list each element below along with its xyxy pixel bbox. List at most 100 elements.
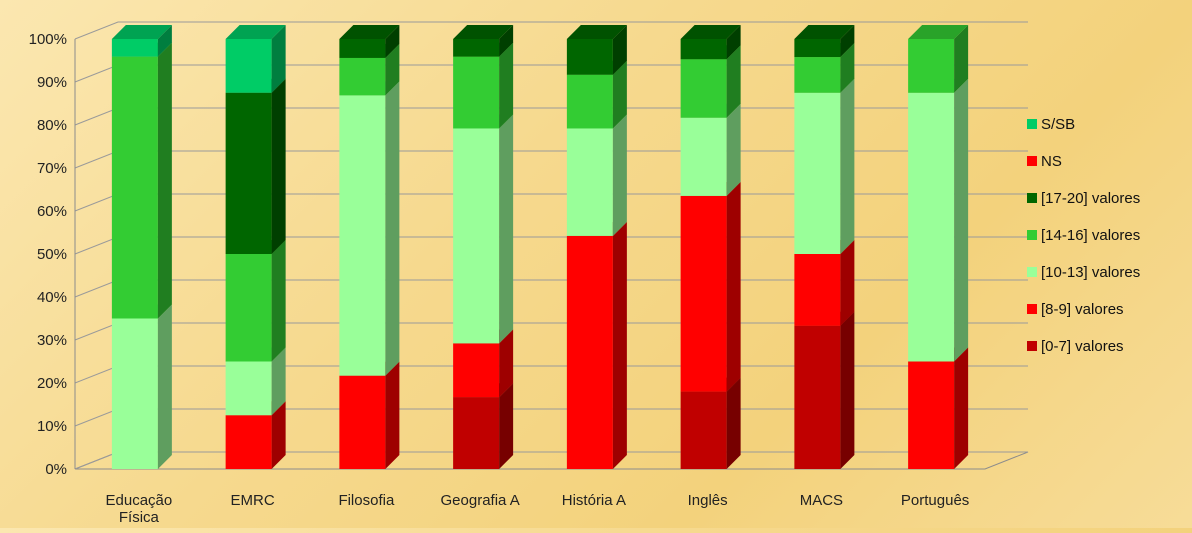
y-tick-label: 40% — [37, 289, 67, 306]
bar-segment — [339, 57, 386, 96]
bar-segment-side — [157, 42, 172, 319]
bar-segment — [566, 235, 613, 469]
bar-segment — [111, 318, 158, 469]
bar-segment — [680, 59, 727, 118]
gridline — [74, 107, 1028, 126]
bar-segment — [566, 128, 613, 236]
bar-segment-side — [840, 240, 855, 326]
bar-segment — [225, 39, 272, 93]
bar-segment-side — [840, 78, 855, 254]
bar-segment-side — [954, 25, 969, 93]
y-tick-label: 70% — [37, 160, 67, 177]
x-tick-label: EMRC — [231, 492, 275, 509]
bar-segment-side — [726, 377, 741, 469]
bar-segment-top — [453, 25, 514, 39]
y-tick-label: 100% — [29, 31, 67, 48]
legend-swatch — [1027, 119, 1037, 129]
gridline — [74, 64, 1028, 83]
bar-segment-side — [499, 329, 514, 398]
y-tick-label: 50% — [37, 246, 67, 263]
y-tick-label: 0% — [45, 461, 67, 478]
bar-segment-side — [954, 78, 969, 362]
bar-segment-side — [271, 25, 286, 93]
bar-segment — [908, 39, 955, 93]
bar-segment-side — [726, 181, 741, 392]
bar-segment-side — [385, 81, 400, 376]
bar-segment-top — [225, 25, 286, 39]
bar-segment — [339, 375, 386, 469]
bar-segment — [111, 56, 158, 319]
x-tick-label: Educação Física — [106, 492, 173, 526]
bar-segment-top — [566, 25, 627, 39]
bar-segment — [225, 254, 272, 362]
bar-segment — [225, 415, 272, 469]
bar-segment-side — [612, 221, 627, 469]
bar-segment-top — [111, 25, 172, 39]
bar-segment — [908, 92, 955, 362]
bar-segment-side — [612, 60, 627, 129]
y-tick-label: 80% — [37, 117, 67, 134]
gridline — [74, 451, 1028, 470]
x-tick-label: História A — [562, 492, 626, 509]
bar-segment-side — [499, 42, 514, 129]
bar-segment-side — [157, 25, 172, 57]
bar-segment — [680, 39, 727, 60]
bar-segment-side — [612, 25, 627, 75]
x-tick-label: Inglês — [688, 492, 728, 509]
bar-segment — [680, 195, 727, 392]
legend-swatch — [1027, 230, 1037, 240]
legend-swatch — [1027, 341, 1037, 351]
bar-segment-top — [908, 25, 969, 39]
gridline — [74, 21, 1028, 40]
y-tick-label: 10% — [37, 418, 67, 435]
legend-label: [14-16] valores — [1041, 227, 1140, 244]
gridline — [74, 322, 1028, 341]
bar-segment — [453, 397, 500, 469]
bar-segment-side — [726, 45, 741, 118]
bar-segment — [339, 95, 386, 376]
bar-segment-top — [339, 25, 400, 39]
bar-segment-side — [157, 304, 172, 469]
bar-segment — [908, 361, 955, 469]
bar-segment — [566, 39, 613, 75]
bar-segment-side — [271, 401, 286, 469]
y-tick-label: 90% — [37, 74, 67, 91]
bar-segment — [680, 391, 727, 469]
x-tick-label: Filosofia — [338, 492, 395, 509]
legend-label: NS — [1041, 153, 1062, 170]
bar-segment-side — [271, 240, 286, 362]
bar-segment-side — [385, 43, 400, 96]
bar-segment — [111, 39, 158, 57]
legend-swatch — [1027, 304, 1037, 314]
legend-label: [8-9] valores — [1041, 301, 1124, 318]
bar-segment — [225, 92, 272, 254]
bar-segment — [794, 57, 841, 93]
gridline — [74, 365, 1028, 384]
bar-segment — [794, 254, 841, 326]
legend-swatch — [1027, 267, 1037, 277]
bar-segment — [794, 325, 841, 469]
legend-swatch — [1027, 193, 1037, 203]
bar-segment-side — [612, 114, 627, 236]
gridline — [74, 236, 1028, 255]
x-tick-label: Português — [901, 492, 969, 509]
bar-segment-side — [954, 347, 969, 469]
legend-label: [0-7] valores — [1041, 338, 1124, 355]
bar-segment-side — [271, 78, 286, 254]
y-tick-label: 30% — [37, 332, 67, 349]
bar-segment — [453, 56, 500, 129]
gridline — [74, 408, 1028, 427]
bar-segment-top — [680, 25, 741, 39]
bar-segment-side — [840, 25, 855, 58]
floor-plane — [74, 451, 1029, 470]
bar-segment-side — [840, 311, 855, 469]
bar-segment — [453, 39, 500, 57]
bar-segment — [794, 39, 841, 58]
y-tick-label: 20% — [37, 375, 67, 392]
gridline — [74, 150, 1028, 169]
bar-segment-side — [385, 361, 400, 469]
x-tick-label: MACS — [800, 492, 843, 509]
bar-segment-side — [385, 25, 400, 58]
